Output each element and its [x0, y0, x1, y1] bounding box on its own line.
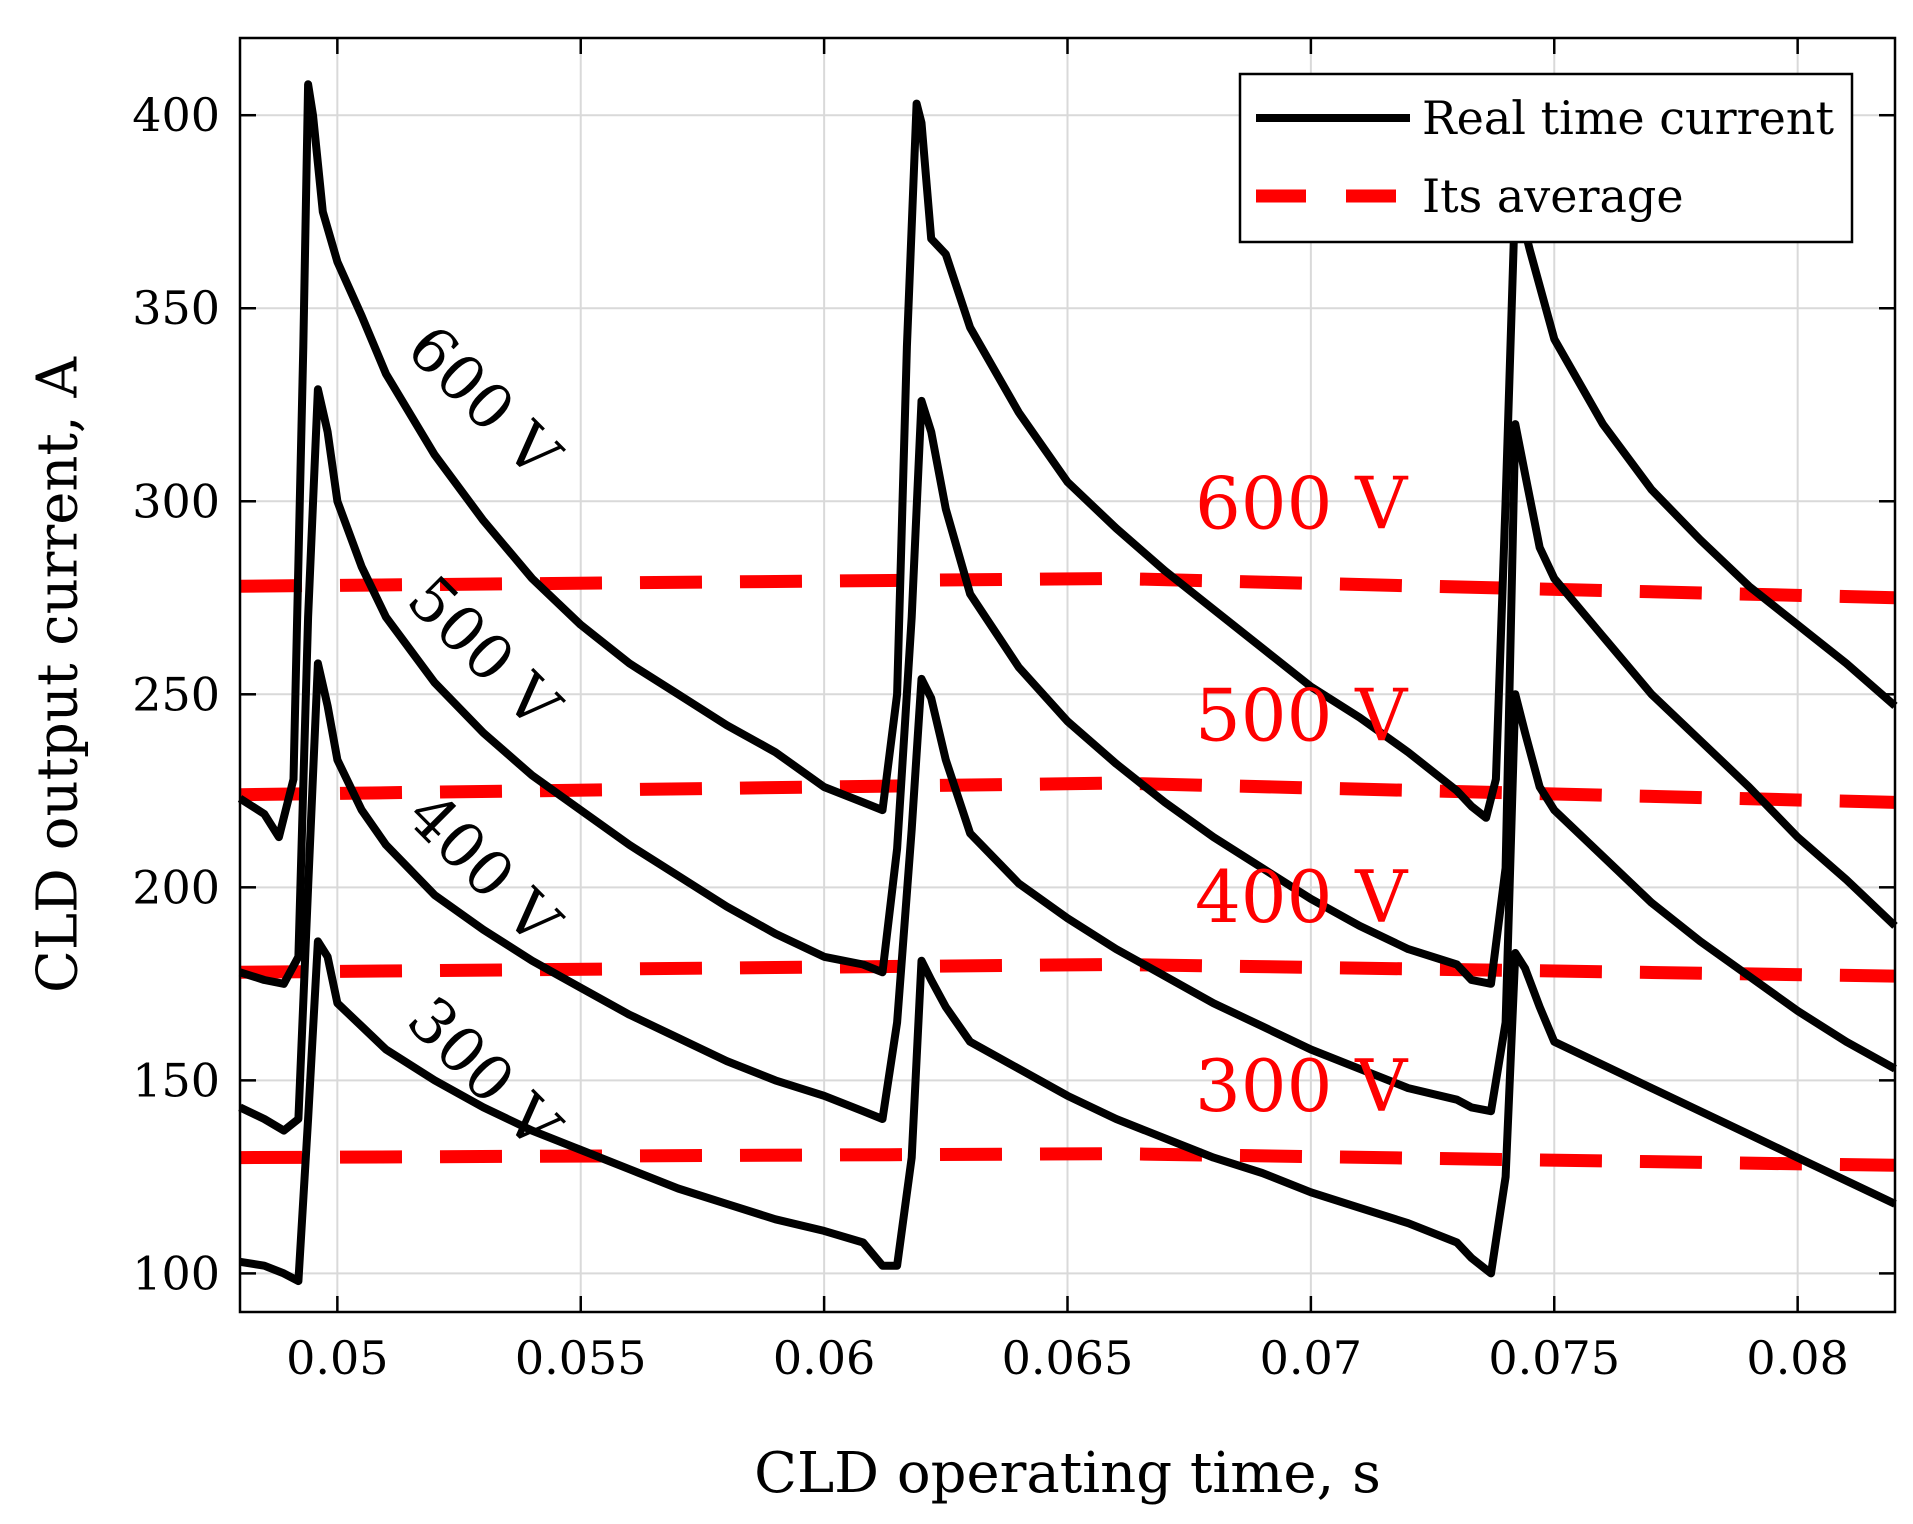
current-line-400-v	[238, 659, 1897, 1135]
x-tick-label: 0.07	[1260, 1331, 1362, 1385]
legend-box	[1238, 72, 1854, 244]
y-tick-label: 400	[132, 88, 220, 142]
y-axis-title: CLD output current, A	[26, 356, 91, 993]
average-label-400-v: 400 V	[1195, 855, 1409, 939]
current-line-500-v	[238, 385, 1898, 988]
legend-label-solid: Real time current	[1422, 91, 1834, 145]
average-label-600-v: 600 V	[1195, 461, 1409, 545]
y-tick-label: 300	[132, 474, 220, 528]
x-tick-label: 0.06	[773, 1331, 875, 1385]
current-line-300-v	[239, 937, 1897, 1286]
legend: Real time current Its average	[1238, 72, 1854, 244]
average-label-300-v: 300 V	[1195, 1044, 1409, 1128]
grid	[240, 38, 1895, 1312]
y-tick-label: 350	[132, 281, 220, 335]
x-tick-label: 0.08	[1746, 1331, 1848, 1385]
x-axis-title: CLD operating time, s	[754, 1441, 1381, 1506]
y-tick-label: 100	[132, 1246, 220, 1300]
legend-label-dashed: Its average	[1422, 169, 1684, 223]
x-tick-label: 0.065	[1002, 1331, 1134, 1385]
y-tick-label: 250	[132, 667, 220, 721]
x-tick-label: 0.05	[286, 1331, 388, 1385]
x-tick-label: 0.055	[515, 1331, 647, 1385]
x-tick-label: 0.075	[1488, 1331, 1620, 1385]
y-tick-label: 200	[132, 860, 220, 914]
average-label-500-v: 500 V	[1195, 674, 1409, 758]
y-tick-label: 150	[132, 1053, 220, 1107]
tick-layer: 0.05 0.055 0.06 0.065 0.07 0.075 0.08 100 150 200…	[132, 38, 1895, 1385]
